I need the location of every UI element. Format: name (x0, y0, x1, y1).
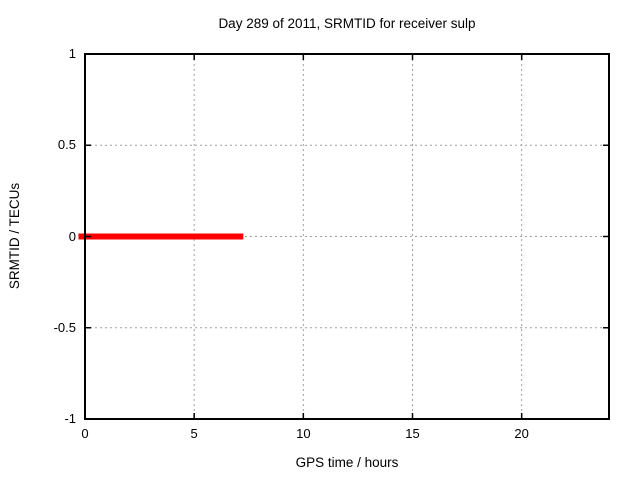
y-axis-label: SRMTID / TECUs (7, 182, 22, 290)
x-tick-label: 0 (81, 426, 89, 441)
y-tick-label: -1 (64, 411, 76, 426)
y-tick-label: 0.5 (57, 137, 76, 153)
x-tick-label: 15 (405, 426, 420, 441)
chart-title: Day 289 of 2011, SRMTID for receiver sul… (218, 16, 476, 31)
y-tick-label: 1 (68, 46, 76, 61)
x-tick-label: 5 (190, 426, 198, 441)
plot-border (84, 53, 610, 420)
x-axis-label: GPS time / hours (295, 455, 399, 470)
y-tick-label: -0.5 (53, 319, 76, 335)
x-tick-label: 20 (514, 426, 529, 441)
y-tick-label: 0 (68, 228, 76, 244)
x-tick-label: 10 (296, 426, 311, 441)
